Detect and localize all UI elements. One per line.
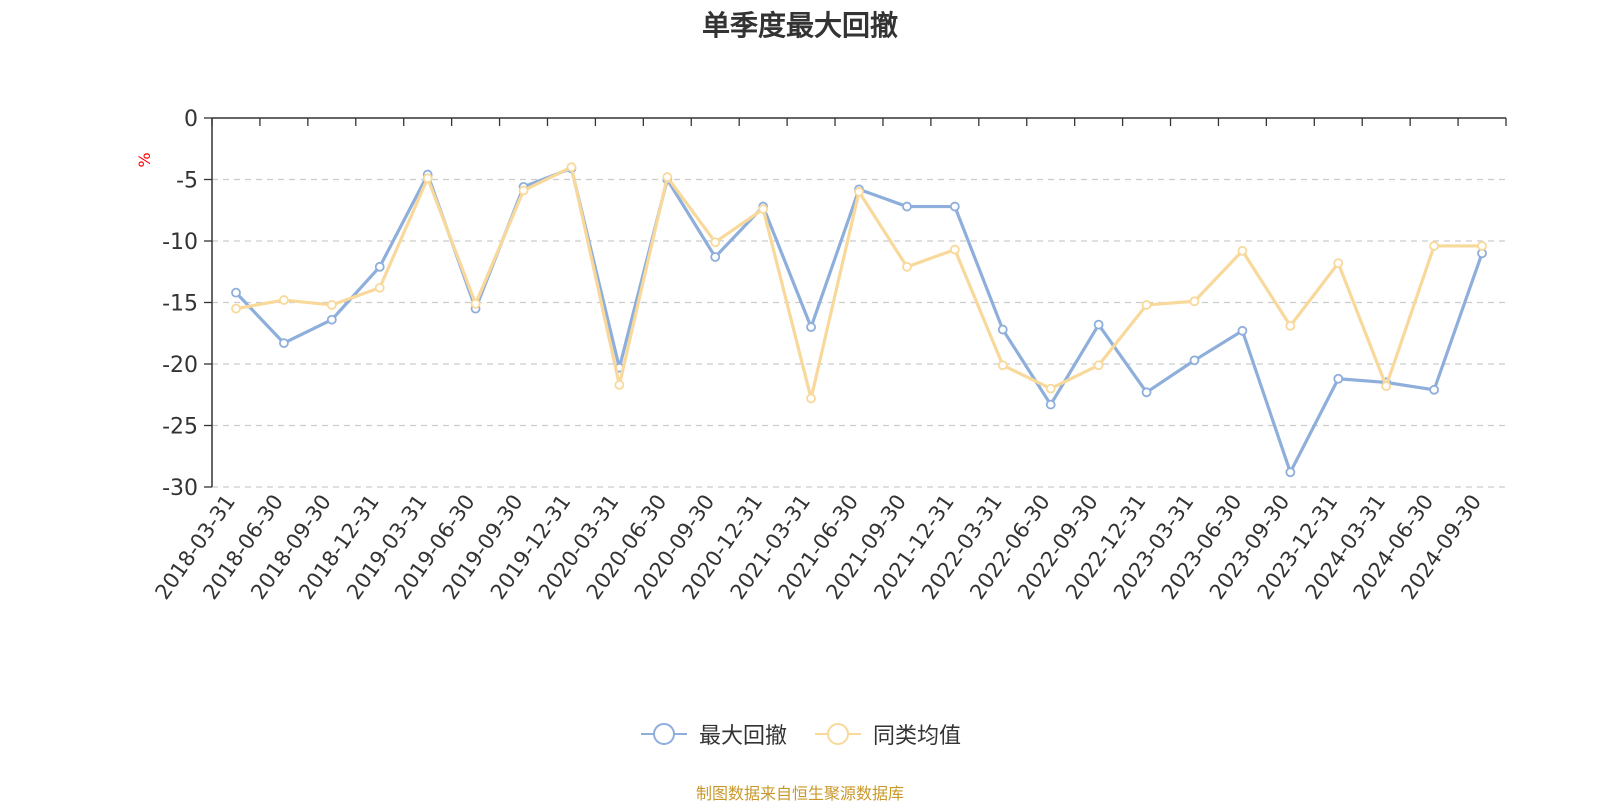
data-point — [758, 204, 769, 214]
y-tick-label: -25 — [162, 415, 198, 440]
legend-label: 同类均值 — [873, 724, 962, 749]
legend-circle — [652, 723, 675, 745]
data-point — [1237, 245, 1248, 256]
data-point — [1333, 258, 1344, 269]
data-point — [1045, 399, 1056, 410]
data-point — [374, 282, 385, 293]
data-point — [854, 186, 864, 197]
x-tick-labels: 2018-03-312018-06-302018-09-302018-12-31… — [150, 490, 1486, 604]
data-point — [614, 380, 625, 390]
data-point — [902, 261, 912, 272]
data-point — [326, 314, 337, 325]
data-point — [949, 244, 960, 255]
data-point — [518, 185, 529, 196]
data-point — [326, 300, 337, 310]
source-note: 制图数据来自恒生聚源数据库 — [695, 784, 904, 803]
data-point — [1429, 241, 1440, 251]
data-point — [806, 393, 816, 404]
data-point — [997, 324, 1008, 335]
data-point — [278, 338, 289, 348]
y-tick-label: -20 — [162, 353, 198, 378]
data-point — [997, 360, 1008, 371]
y-tick-label: 0 — [184, 107, 198, 132]
legend-item-1[interactable]: 最大回撤 — [639, 718, 787, 750]
legend-label: 最大回撤 — [698, 724, 787, 749]
legend-marker-icon — [640, 723, 687, 745]
series-lines — [231, 162, 1487, 478]
data-point — [231, 287, 241, 298]
legend: 最大回撤 同类均值 — [0, 718, 1600, 750]
data-point — [1141, 387, 1152, 398]
data-point — [902, 201, 912, 212]
y-axis-label: % — [135, 152, 154, 167]
data-point — [1429, 384, 1440, 395]
data-point — [374, 261, 385, 272]
series-1 — [231, 163, 1487, 478]
data-point — [1477, 241, 1487, 251]
data-point — [1093, 360, 1104, 371]
data-point — [1141, 300, 1152, 310]
y-tick-label: -5 — [176, 169, 198, 194]
data-point — [422, 173, 433, 184]
axes — [204, 117, 1507, 488]
data-point — [710, 237, 721, 248]
legend-item-2[interactable]: 同类均值 — [813, 718, 961, 750]
grid-lines — [212, 178, 1506, 488]
data-point — [806, 322, 816, 333]
series-2 — [231, 162, 1487, 404]
data-point — [1189, 355, 1200, 366]
data-point — [1045, 383, 1056, 394]
data-point — [1285, 467, 1296, 478]
legend-circle — [827, 723, 849, 745]
data-point — [1333, 373, 1344, 384]
data-point — [710, 252, 721, 262]
data-point — [1285, 320, 1296, 331]
data-point — [470, 298, 481, 309]
y-tick-label: -10 — [162, 230, 198, 255]
data-point — [278, 295, 289, 305]
data-point — [949, 201, 960, 212]
y-tick-label: -15 — [162, 292, 198, 317]
legend-marker-icon — [815, 723, 861, 745]
data-point — [1093, 319, 1104, 330]
data-point — [662, 172, 673, 182]
y-tick-labels: 0 -5 -10 -15 -20 -25 -30 — [162, 107, 198, 501]
chart-title: 单季度最大回撤 — [701, 9, 898, 42]
data-point — [231, 303, 241, 314]
data-point — [566, 162, 577, 173]
data-point — [1237, 325, 1248, 336]
y-tick-label: -30 — [162, 476, 198, 501]
data-point — [1189, 296, 1200, 307]
data-point — [1381, 381, 1392, 392]
